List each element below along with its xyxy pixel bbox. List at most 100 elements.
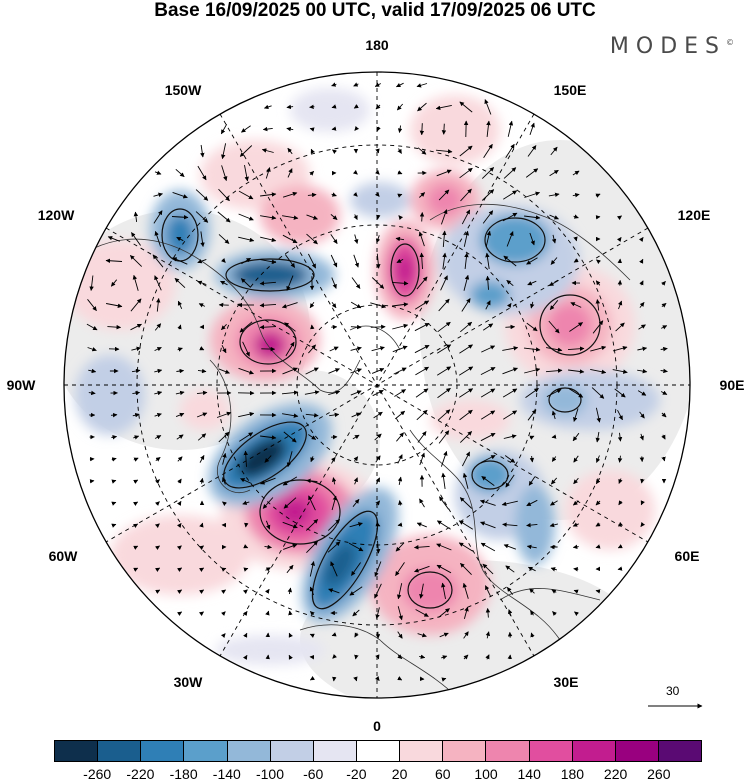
wind-vector	[307, 192, 317, 198]
wind-vector	[523, 347, 541, 352]
wind-vector	[310, 324, 315, 330]
wind-vector	[200, 231, 205, 248]
wind-vector	[220, 611, 226, 617]
wind-vector	[617, 566, 623, 571]
wind-vector	[177, 611, 183, 616]
wind-vector	[349, 522, 363, 528]
wind-vector	[415, 388, 429, 398]
wind-vector	[260, 477, 276, 485]
wind-vector	[154, 323, 162, 331]
wind-vector	[415, 366, 429, 376]
colorbar-tick-label: -100	[255, 766, 285, 782]
colorbar	[54, 740, 702, 762]
wind-vectors	[86, 82, 668, 682]
wind-vector	[177, 567, 183, 572]
wind-vector	[331, 82, 337, 87]
colorbar-tick-label: 180	[560, 766, 585, 782]
wind-vector	[111, 523, 117, 528]
wind-vector	[591, 387, 605, 399]
wind-vector	[459, 409, 473, 421]
colorbar-tick-label: 220	[603, 766, 628, 782]
wind-vector	[549, 214, 559, 220]
wind-vector	[330, 561, 338, 577]
brand-name: MODES	[609, 34, 726, 59]
wind-vector	[221, 165, 228, 182]
wind-vector	[545, 368, 563, 373]
wind-vector	[288, 654, 293, 660]
wind-vector	[460, 321, 473, 333]
wind-vector	[530, 301, 535, 309]
wind-vector	[221, 344, 227, 354]
wind-vector	[262, 126, 273, 132]
wind-vector	[309, 170, 315, 176]
wind-vector	[527, 566, 536, 572]
wind-vector	[550, 567, 558, 572]
map-boundary	[63, 71, 691, 699]
wind-vector	[485, 230, 492, 247]
wind-vector	[286, 451, 293, 468]
wind-vector	[480, 366, 496, 376]
wind-vector	[461, 298, 471, 312]
wind-vector	[199, 455, 205, 463]
wind-vector	[546, 388, 562, 398]
wind-vector	[107, 236, 120, 242]
wind-vector	[463, 631, 469, 639]
wind-vector	[309, 104, 315, 110]
wind-vector	[243, 632, 248, 638]
wind-vector	[418, 192, 426, 198]
wind-vector	[88, 368, 97, 374]
wind-vector	[482, 210, 494, 224]
wind-vector	[375, 540, 381, 554]
wind-vector	[660, 346, 668, 352]
graticule	[64, 72, 690, 698]
wind-vector	[197, 368, 207, 374]
wind-vector	[396, 583, 403, 600]
wind-vector	[331, 477, 337, 485]
wind-vector	[436, 564, 452, 574]
wind-vector	[374, 169, 380, 175]
wind-vector	[502, 388, 518, 398]
wind-vector	[354, 125, 360, 131]
wind-vector	[458, 520, 474, 530]
wind-vector	[529, 588, 535, 594]
wind-vector	[612, 369, 628, 374]
lon-label-150e: 150E	[553, 82, 587, 98]
wind-vector	[239, 321, 253, 333]
wind-vector	[220, 280, 228, 286]
wind-vector	[463, 230, 470, 247]
wind-vector	[397, 631, 403, 639]
wind-vector	[503, 190, 518, 200]
wind-vector	[463, 274, 470, 291]
wind-vector	[286, 275, 294, 291]
wind-vector	[351, 562, 361, 576]
wind-vector	[506, 587, 514, 595]
wind-vector	[218, 234, 230, 244]
wind-vector	[417, 633, 427, 638]
lon-label-120w: 120W	[37, 207, 75, 223]
wind-vector	[549, 522, 559, 528]
wind-vector	[397, 454, 403, 464]
wind-vector	[239, 145, 253, 157]
wind-vector	[617, 455, 623, 463]
wind-vector	[287, 587, 293, 595]
wind-vector	[309, 586, 315, 596]
wind-vector	[331, 632, 337, 637]
wind-vector	[485, 300, 491, 310]
wind-vector	[111, 435, 118, 440]
wind-vector	[110, 412, 118, 418]
wind-vector	[526, 257, 538, 265]
wind-vector	[595, 193, 601, 198]
wind-vector	[483, 143, 493, 158]
wind-vector	[176, 368, 185, 374]
wind-vector	[133, 479, 139, 484]
wind-vector	[660, 390, 668, 395]
wind-vector	[463, 654, 469, 660]
wind-vector	[439, 496, 449, 510]
wind-vector	[332, 653, 338, 659]
wind-vector	[86, 323, 98, 331]
wind-vector	[414, 300, 430, 310]
wind-vector	[573, 236, 578, 242]
wind-vector	[507, 654, 512, 660]
wind-vector	[436, 543, 452, 551]
wind-vector	[260, 215, 277, 220]
